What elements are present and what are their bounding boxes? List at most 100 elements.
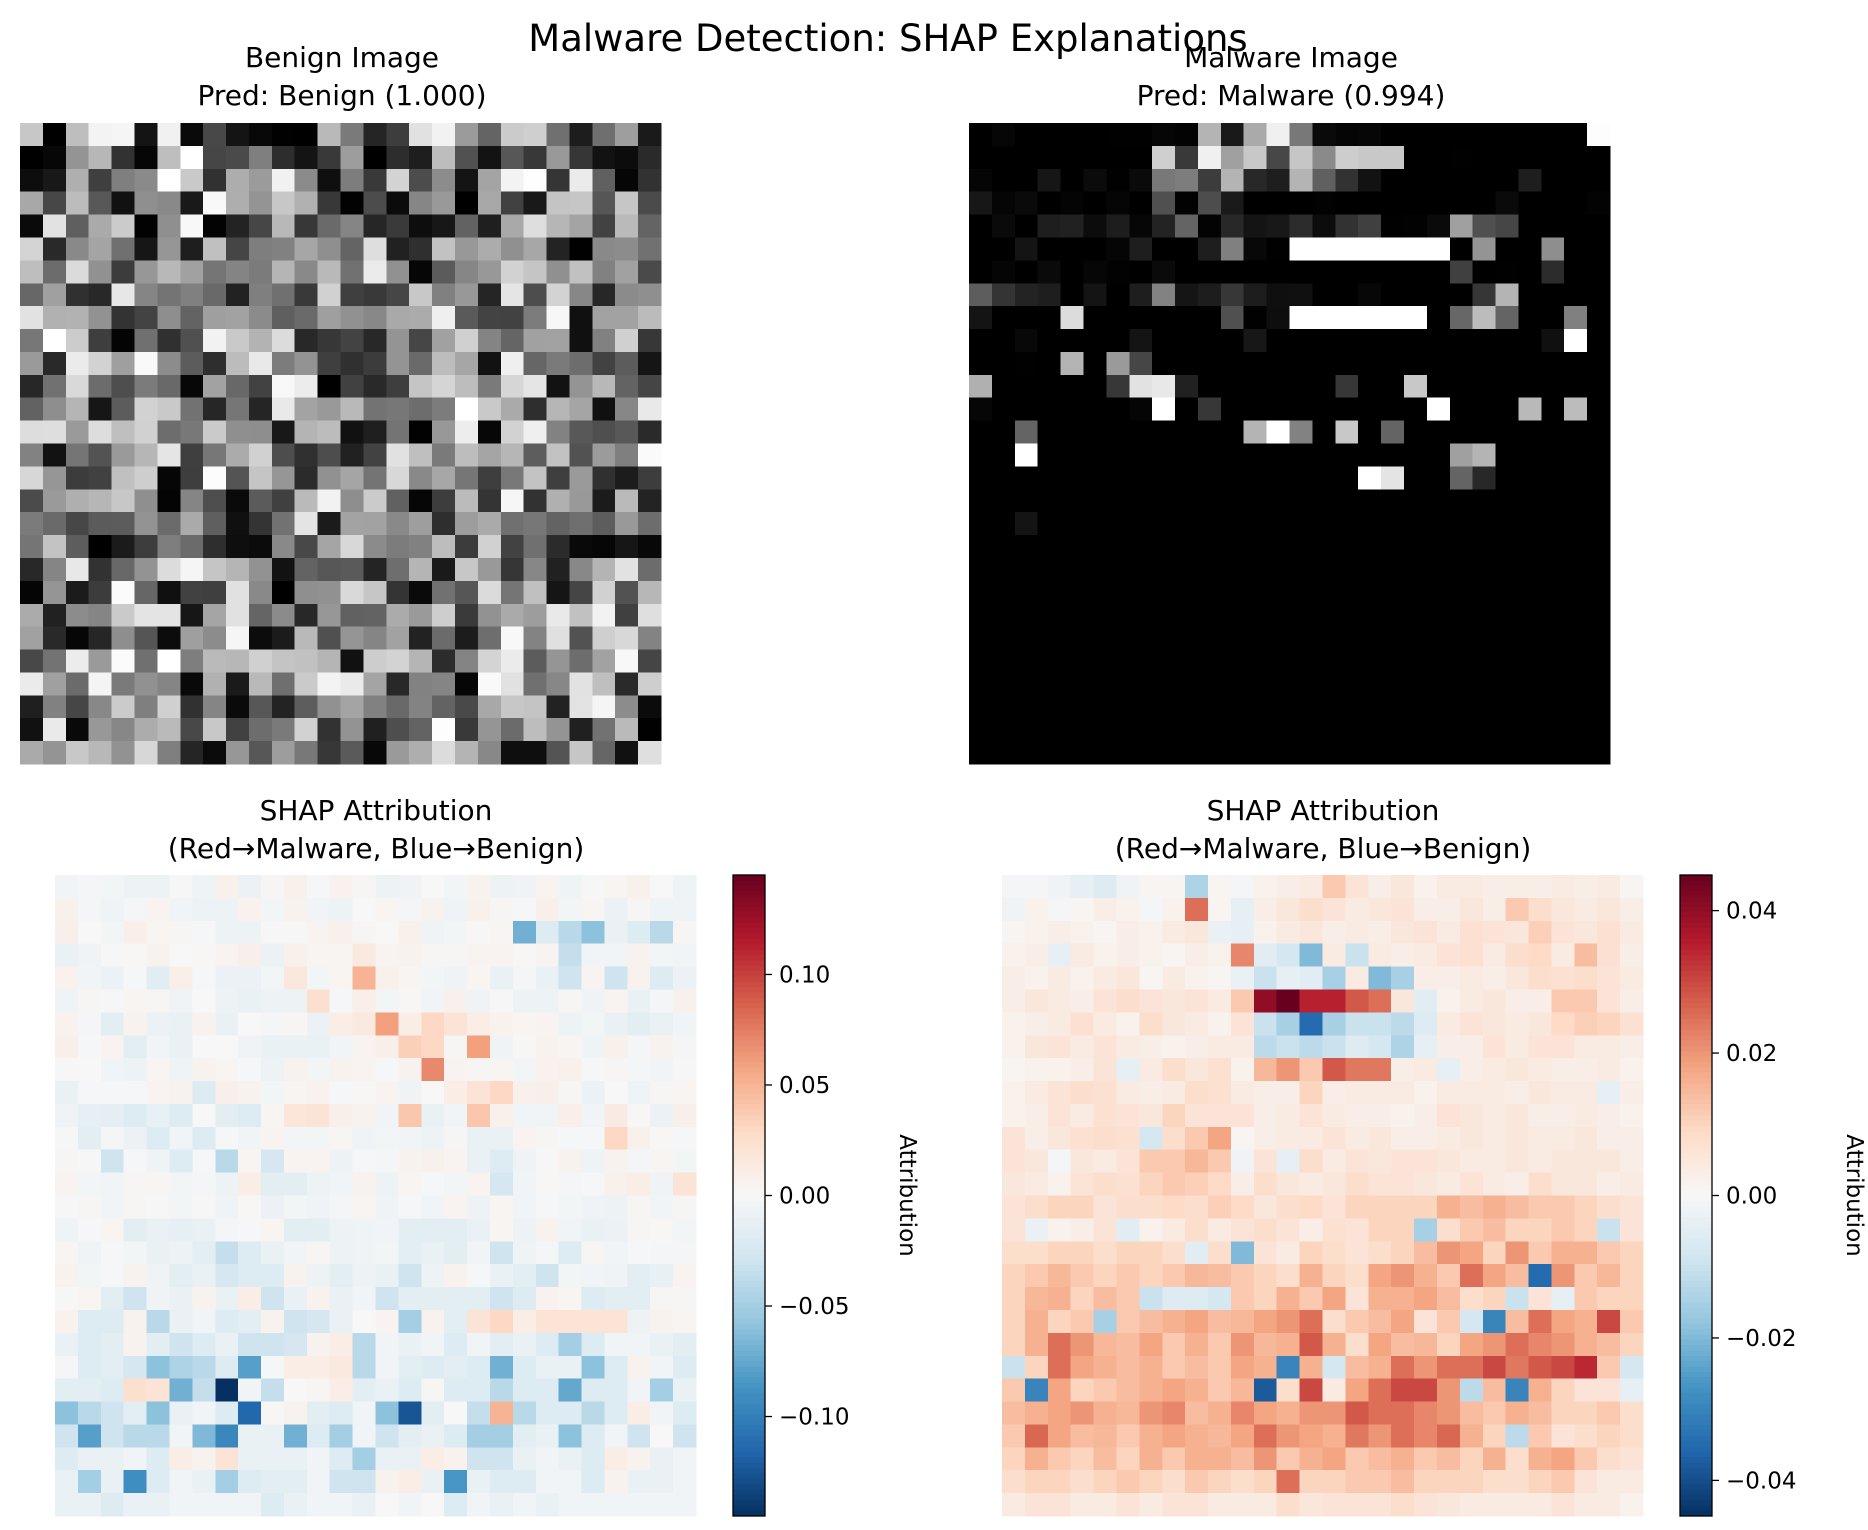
heatmap-cell — [467, 943, 491, 968]
heatmap-cell — [1449, 397, 1474, 422]
heatmap-cell — [1197, 535, 1222, 559]
heatmap-cell — [1403, 397, 1428, 422]
heatmap-cell — [100, 943, 125, 968]
heatmap-cell — [1505, 1218, 1530, 1242]
colorbar-segment — [1680, 981, 1712, 988]
heatmap-cell — [569, 489, 593, 513]
heatmap-cell — [1060, 260, 1085, 284]
colorbar-segment — [1680, 1238, 1712, 1245]
heatmap-cell — [569, 260, 593, 284]
heatmap-cell — [42, 191, 67, 216]
heatmap-cell — [477, 466, 502, 490]
heatmap-cell — [1243, 237, 1268, 261]
colorbar-segment — [733, 1430, 765, 1437]
heatmap-cell — [444, 1355, 468, 1380]
heatmap-cell — [1152, 283, 1176, 307]
heatmap-cell — [1266, 489, 1291, 513]
heatmap-cell — [192, 989, 216, 1013]
heatmap-cell — [169, 1218, 193, 1242]
heatmap-cell — [20, 397, 44, 422]
heatmap-cell — [1185, 1378, 1209, 1403]
heatmap-cell — [1175, 283, 1199, 307]
heatmap-cell — [1391, 1195, 1415, 1219]
heatmap-cell — [444, 1195, 468, 1219]
heatmap-cell — [215, 920, 239, 945]
heatmap-cell — [77, 897, 102, 922]
heatmap-cell — [569, 420, 593, 445]
heatmap-cell — [615, 718, 639, 742]
heatmap-cell — [1620, 1195, 1644, 1219]
heatmap-cell — [169, 1081, 193, 1105]
heatmap-cell — [283, 966, 308, 991]
heatmap-cell — [1403, 374, 1428, 399]
heatmap-cell — [500, 443, 525, 467]
heatmap-cell — [65, 237, 90, 261]
heatmap-cell — [1495, 603, 1520, 628]
colorbar-segment — [733, 1307, 765, 1314]
heatmap-cell — [1197, 466, 1222, 490]
heatmap-cell — [1414, 1332, 1438, 1357]
heatmap-cell — [261, 920, 285, 945]
heatmap-cell — [1345, 1332, 1369, 1357]
heatmap-cell — [329, 1424, 354, 1448]
heatmap-cell — [157, 695, 181, 719]
heatmap-cell — [454, 741, 479, 765]
heatmap-cell — [467, 1309, 491, 1334]
heatmap-cell — [65, 145, 90, 170]
colorbar-segment — [1680, 1296, 1712, 1303]
heatmap-cell — [454, 649, 479, 674]
colorbar-segment — [1680, 1131, 1712, 1138]
heatmap-cell — [203, 489, 227, 513]
heatmap-cell — [1139, 1103, 1163, 1128]
colorbar-tick-label: 0.04 — [1726, 899, 1777, 925]
heatmap-cell — [77, 1355, 102, 1380]
colorbar-segment — [733, 1403, 765, 1410]
heatmap-cell — [969, 123, 993, 147]
heatmap-cell — [1312, 306, 1336, 330]
heatmap-cell — [1220, 580, 1245, 605]
heatmap-cell — [1014, 397, 1039, 422]
heatmap-cell — [134, 260, 158, 284]
heatmap-cell — [283, 1493, 308, 1517]
heatmap-cell — [650, 1218, 674, 1242]
colorbar-segment — [733, 1227, 765, 1234]
heatmap-cell — [1276, 1241, 1301, 1265]
colorbar-segment — [733, 1499, 765, 1506]
heatmap-cell — [1083, 695, 1107, 719]
heatmap-cell — [638, 557, 662, 582]
heatmap-cell — [180, 443, 204, 467]
heatmap-cell — [1024, 1035, 1049, 1059]
heatmap-cell — [1505, 1424, 1530, 1448]
heatmap-cell — [1335, 557, 1359, 582]
heatmap-cell — [1345, 1447, 1369, 1471]
heatmap-cell — [1472, 649, 1497, 674]
heatmap-cell — [512, 1447, 537, 1471]
heatmap-cell — [535, 1287, 560, 1311]
heatmap-cell — [238, 1241, 262, 1265]
heatmap-cell — [1414, 1195, 1438, 1219]
heatmap-cell — [42, 466, 67, 490]
heatmap-cell — [1518, 191, 1542, 216]
heatmap-cell — [226, 672, 250, 696]
heatmap-cell — [1368, 1195, 1392, 1219]
heatmap-cell — [1335, 466, 1359, 490]
heatmap-cell — [1564, 420, 1588, 445]
heatmap-cell — [1322, 1264, 1346, 1288]
heatmap-cell — [1587, 626, 1611, 651]
heatmap-cell — [1083, 580, 1107, 605]
heatmap-cell — [1518, 260, 1542, 284]
heatmap-cell — [1093, 1218, 1118, 1242]
heatmap-cell — [1208, 989, 1232, 1013]
heatmap-cell — [1002, 1332, 1026, 1357]
heatmap-cell — [1220, 420, 1245, 445]
heatmap-cell — [111, 168, 136, 193]
colorbar-segment — [1680, 1077, 1712, 1084]
heatmap-cell — [1505, 1493, 1530, 1517]
heatmap-cell — [512, 1172, 537, 1197]
colorbar-segment — [1680, 1371, 1712, 1378]
heatmap-cell — [261, 1172, 285, 1197]
heatmap-cell — [88, 626, 113, 651]
heatmap-cell — [1070, 1355, 1095, 1380]
heatmap-cell — [1208, 966, 1232, 991]
heatmap-cell — [1253, 1035, 1278, 1059]
